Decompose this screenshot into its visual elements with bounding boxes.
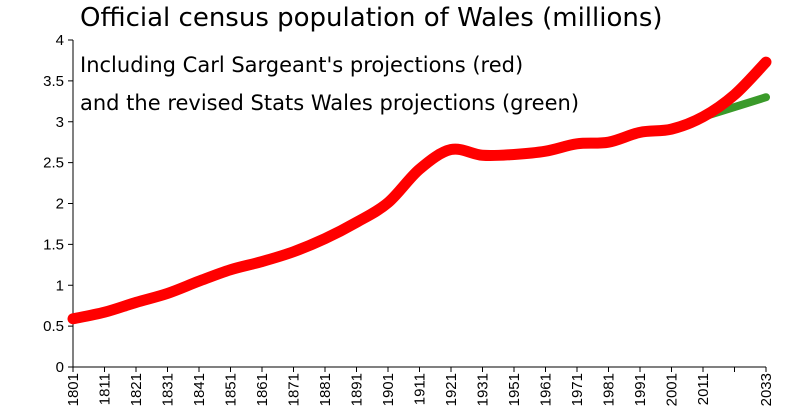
x-tick-label: 1971 [569,373,586,406]
x-tick-label: 1841 [191,373,208,406]
annotation-line-2: and the revised Stats Wales projections … [80,91,579,115]
x-tick-label: 1901 [380,373,397,406]
x-tick-label: 1861 [254,373,271,406]
x-tick-label: 1821 [128,373,145,406]
y-tick-label: 3 [56,114,64,131]
x-tick-label: 1851 [223,373,240,406]
x-tick-label: 2001 [664,373,681,406]
y-tick-label: 2 [56,196,64,213]
y-tick-label: 2.5 [43,155,64,172]
series-red-line [67,56,772,325]
annotation-line-1: Including Carl Sargeant's projections (r… [80,53,523,77]
x-tick-label: 1871 [286,373,303,406]
x-tick-label: 2033 [758,373,775,406]
series-layer [67,56,772,325]
x-tick-label: 2011 [695,373,712,405]
x-tick-label: 1811 [97,373,114,405]
x-tick-label: 1881 [317,373,334,406]
x-axis-ticks: 1801 1811 1821 1831 1841 1851 1861 1871 1881 1891… [65,367,775,406]
x-tick-label: 1961 [538,373,555,406]
x-tick-label: 1981 [601,373,618,406]
y-tick-label: 0 [56,359,64,376]
y-tick-label: 3.5 [43,73,64,90]
plot-area: 00.511.522.533.54 1801 1811 1821 1831 1841 18… [43,32,775,406]
y-tick-label: 1 [56,277,64,294]
x-tick-label: 1891 [349,373,366,406]
x-tick-label: 1931 [475,373,492,406]
y-tick-label: 1.5 [43,236,64,253]
y-axis-ticks: 0 0.5 1 1.5 2 2.5 3 3.5 4 [43,32,73,376]
x-tick-label: 1991 [632,373,649,406]
x-tick-label: 1831 [160,373,177,406]
x-tick-label: 1801 [65,373,82,406]
chart-title: Official census population of Wales (mil… [80,3,663,33]
x-tick-label: 1951 [506,373,523,406]
y-tick-label: 0.5 [43,318,64,335]
y-tick-label: 4 [56,32,64,49]
x-tick-label: 1921 [443,373,460,406]
x-tick-label: 1911 [412,373,429,405]
